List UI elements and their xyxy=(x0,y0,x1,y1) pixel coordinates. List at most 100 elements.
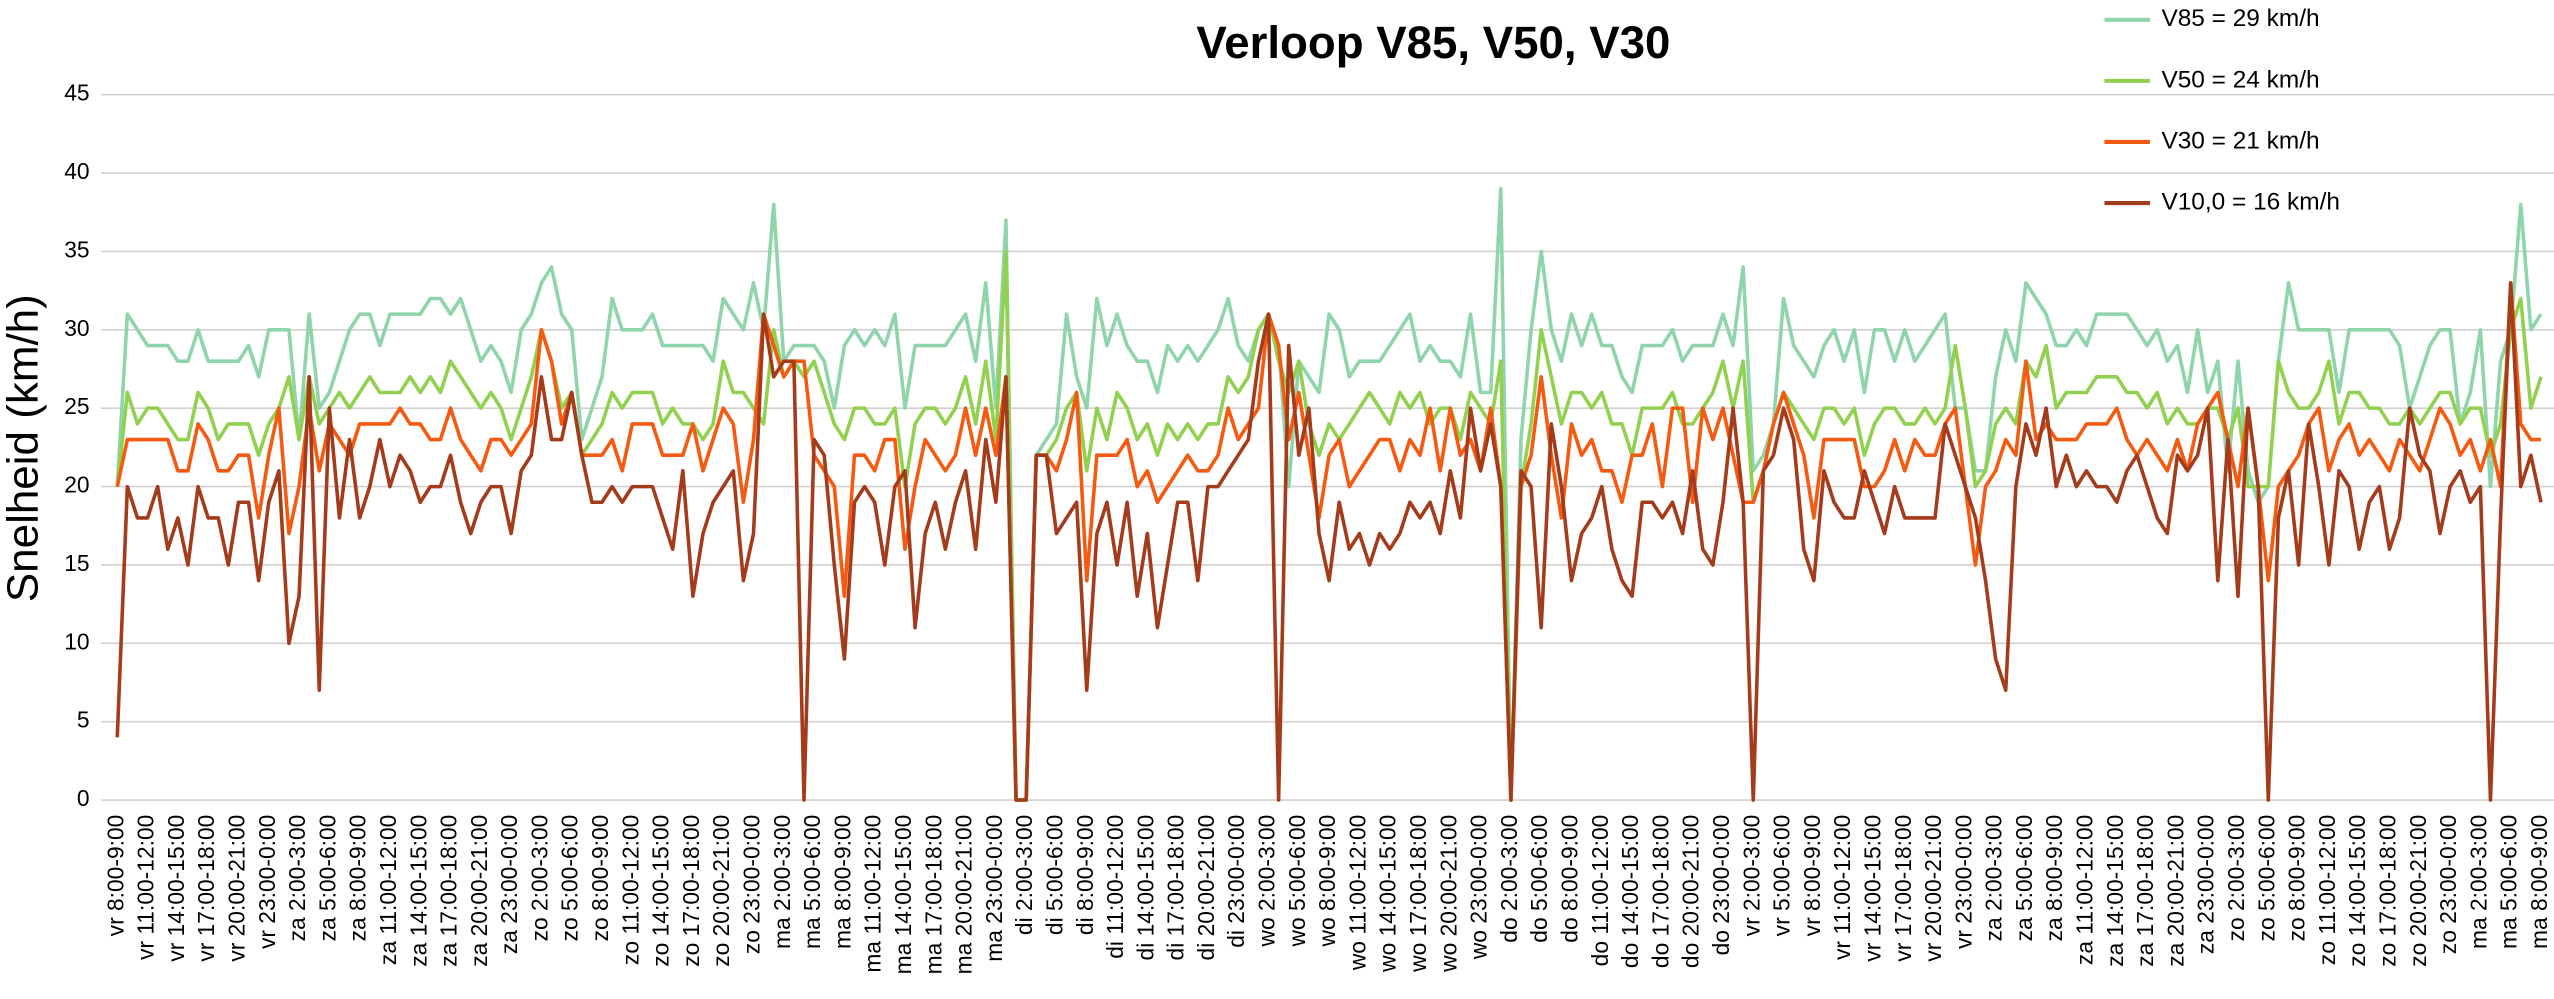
x-tick-label: vr 14:00-15:00 xyxy=(1859,815,1885,962)
x-tick-label: vr 17:00-18:00 xyxy=(193,815,219,962)
x-tick-label: vr 17:00-18:00 xyxy=(1890,815,1916,962)
y-tick-label: 30 xyxy=(64,315,89,341)
x-tick-label: ma 5:00-6:00 xyxy=(799,815,825,949)
x-tick-label: do 17:00-18:00 xyxy=(1647,815,1673,968)
x-tick-label: zo 14:00-15:00 xyxy=(2344,815,2370,967)
x-tick-label: zo 20:00-21:00 xyxy=(2405,815,2431,967)
x-tick-label: vr 14:00-15:00 xyxy=(163,815,189,962)
x-tick-label: zo 2:00-3:00 xyxy=(526,815,552,942)
x-tick-label: za 20:00-21:00 xyxy=(466,815,492,967)
x-tick-label: vr 20:00-21:00 xyxy=(1920,815,1946,962)
x-tick-label: za 11:00-12:00 xyxy=(2072,815,2098,965)
x-tick-label: ma 2:00-3:00 xyxy=(2465,815,2491,949)
x-tick-label: di 23:00-0:00 xyxy=(1223,815,1249,948)
legend-label: V10,0 = 16 km/h xyxy=(2161,189,2340,216)
x-tick-label: vr 8:00-9:00 xyxy=(102,815,128,937)
x-tick-label: za 8:00-9:00 xyxy=(345,815,371,942)
x-tick-label: wo 11:00-12:00 xyxy=(1344,815,1370,971)
x-tick-label: do 2:00-3:00 xyxy=(1496,815,1522,943)
x-tick-label: za 11:00-12:00 xyxy=(375,815,401,965)
x-tick-label: di 5:00-6:00 xyxy=(1041,815,1067,935)
x-tick-label: do 8:00-9:00 xyxy=(1557,815,1583,943)
x-tick-label: do 5:00-6:00 xyxy=(1526,815,1552,943)
x-tick-label: do 11:00-12:00 xyxy=(1587,815,1613,967)
x-tick-label: wo 8:00-9:00 xyxy=(1314,815,1340,948)
y-tick-label: 5 xyxy=(77,707,90,733)
x-tick-label: zo 20:00-21:00 xyxy=(708,815,734,967)
y-tick-label: 0 xyxy=(77,785,90,811)
x-tick-label: vr 20:00-21:00 xyxy=(223,815,249,962)
x-tick-label: di 8:00-9:00 xyxy=(1072,815,1098,935)
x-tick-label: wo 5:00-6:00 xyxy=(1284,815,1310,948)
x-tick-label: za 14:00-15:00 xyxy=(2102,815,2128,967)
x-tick-label: zo 5:00-6:00 xyxy=(557,815,583,942)
y-tick-label: 10 xyxy=(64,628,89,654)
x-tick-label: vr 2:00-3:00 xyxy=(1738,815,1764,937)
legend-label: V30 = 21 km/h xyxy=(2161,127,2319,154)
x-tick-label: za 2:00-3:00 xyxy=(1981,815,2007,942)
x-tick-label: wo 14:00-15:00 xyxy=(1375,815,1401,973)
x-tick-label: do 23:00-0:00 xyxy=(1708,815,1734,956)
x-tick-label: zo 5:00-6:00 xyxy=(2253,815,2279,942)
x-tick-label: zo 17:00-18:00 xyxy=(678,815,704,967)
series-line xyxy=(115,281,2543,802)
y-tick-label: 45 xyxy=(64,80,89,106)
series-line xyxy=(115,249,2543,802)
x-tick-label: wo 20:00-21:00 xyxy=(1435,815,1461,973)
series-line xyxy=(115,186,2543,802)
x-tick-label: zo 14:00-15:00 xyxy=(648,815,674,967)
x-tick-label: vr 11:00-12:00 xyxy=(1829,815,1855,960)
x-tick-label: vr 8:00-9:00 xyxy=(1799,815,1825,937)
y-tick-label: 15 xyxy=(64,550,89,576)
x-tick-label: za 5:00-6:00 xyxy=(314,815,340,942)
x-tick-label: za 17:00-18:00 xyxy=(436,815,462,967)
x-tick-label: zo 23:00-0:00 xyxy=(739,815,765,954)
x-tick-label: zo 17:00-18:00 xyxy=(2375,815,2401,967)
x-tick-label: za 5:00-6:00 xyxy=(2011,815,2037,942)
legend-label: V85 = 29 km/h xyxy=(2161,5,2319,32)
x-tick-label: ma 8:00-9:00 xyxy=(829,815,855,949)
x-tick-label: di 17:00-18:00 xyxy=(1163,815,1189,961)
x-tick-label: za 23:00-0:00 xyxy=(2193,815,2219,954)
x-tick-label: vr 23:00-0:00 xyxy=(1950,815,1976,949)
y-tick-label: 40 xyxy=(64,158,89,184)
y-tick-label: 25 xyxy=(64,393,89,419)
x-tick-label: wo 17:00-18:00 xyxy=(1405,815,1431,973)
x-tick-label: ma 2:00-3:00 xyxy=(769,815,795,949)
x-tick-label: za 8:00-9:00 xyxy=(2041,815,2067,942)
x-tick-label: di 2:00-3:00 xyxy=(1011,815,1037,935)
x-tick-label: zo 8:00-9:00 xyxy=(587,815,613,942)
x-tick-label: vr 11:00-12:00 xyxy=(133,815,159,960)
x-tick-label: za 23:00-0:00 xyxy=(496,815,522,954)
x-tick-label: zo 11:00-12:00 xyxy=(617,815,643,965)
x-tick-label: zo 11:00-12:00 xyxy=(2314,815,2340,965)
x-tick-label: di 14:00-15:00 xyxy=(1132,815,1158,961)
x-tick-label: wo 2:00-3:00 xyxy=(1254,815,1280,948)
x-tick-label: zo 8:00-9:00 xyxy=(2284,815,2310,942)
x-tick-label: ma 17:00-18:00 xyxy=(920,815,946,975)
x-tick-label: ma 8:00-9:00 xyxy=(2526,815,2552,949)
x-tick-label: zo 2:00-3:00 xyxy=(2223,815,2249,942)
x-tick-label: za 14:00-15:00 xyxy=(405,815,431,967)
chart-title: Verloop V85, V50, V30 xyxy=(1196,17,1670,68)
x-tick-label: vr 5:00-6:00 xyxy=(1769,815,1795,937)
x-tick-label: do 14:00-15:00 xyxy=(1617,815,1643,968)
x-tick-label: ma 14:00-15:00 xyxy=(890,815,916,975)
x-tick-label: ma 20:00-21:00 xyxy=(951,815,977,975)
y-tick-label: 35 xyxy=(64,236,89,262)
x-tick-label: di 20:00-21:00 xyxy=(1193,815,1219,961)
x-tick-label: za 17:00-18:00 xyxy=(2132,815,2158,967)
x-tick-label: do 20:00-21:00 xyxy=(1678,815,1704,968)
x-tick-label: ma 11:00-12:00 xyxy=(860,815,886,973)
x-tick-label: ma 23:00-0:00 xyxy=(981,815,1007,962)
x-tick-label: za 2:00-3:00 xyxy=(284,815,310,942)
x-tick-label: zo 23:00-0:00 xyxy=(2435,815,2461,954)
x-tick-label: di 11:00-12:00 xyxy=(1102,815,1128,959)
y-axis-title: Snelheid (km/h) xyxy=(0,294,48,602)
x-tick-label: za 20:00-21:00 xyxy=(2162,815,2188,967)
legend-label: V50 = 24 km/h xyxy=(2161,66,2319,93)
x-tick-label: ma 5:00-6:00 xyxy=(2496,815,2522,949)
x-tick-label: wo 23:00-0:00 xyxy=(1466,815,1492,960)
y-tick-label: 20 xyxy=(64,472,89,498)
